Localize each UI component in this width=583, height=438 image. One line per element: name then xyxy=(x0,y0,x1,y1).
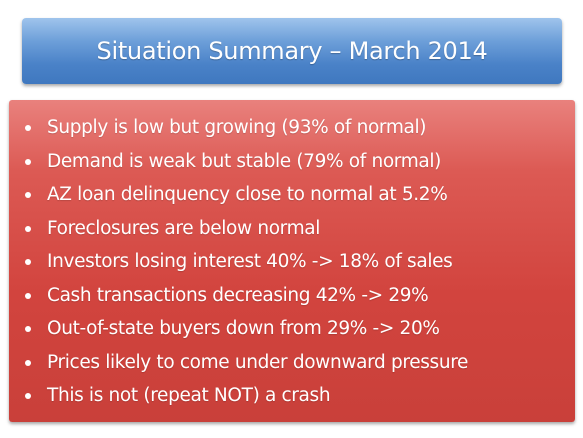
bullet-text: Investors losing interest 40% -> 18% of … xyxy=(47,251,453,272)
bullet-dot-icon xyxy=(25,393,31,399)
bullet-dot-icon xyxy=(25,326,31,332)
bullet-item: Cash transactions decreasing 42% -> 29% xyxy=(9,282,575,316)
slide-title: Situation Summary – March 2014 xyxy=(96,37,488,65)
bullet-dot-icon xyxy=(25,359,31,366)
bullet-dot-icon xyxy=(25,158,31,165)
bullet-dot-icon xyxy=(25,259,31,265)
bullet-list: Supply is low but growing (93% of normal… xyxy=(9,114,575,416)
bullet-item: Investors losing interest 40% -> 18% of … xyxy=(9,248,575,282)
bullet-text: Cash transactions decreasing 42% -> 29% xyxy=(47,284,429,306)
bullet-text: AZ loan delinquency close to normal at 5… xyxy=(47,184,448,205)
bullet-text: This is not (repeat NOT) a crash xyxy=(47,385,331,406)
bullet-text: Prices likely to come under downward pre… xyxy=(47,351,469,373)
bullet-item: Prices likely to come under downward pre… xyxy=(9,349,575,383)
bullet-item: This is not (repeat NOT) a crash xyxy=(9,382,575,416)
bullet-text: Out-of-state buyers down from 29% -> 20% xyxy=(47,318,440,339)
bullet-item: Demand is weak but stable (79% of normal… xyxy=(9,148,575,182)
title-box: Situation Summary – March 2014 xyxy=(22,18,562,84)
bullet-item: Foreclosures are below normal xyxy=(9,215,575,249)
bullet-dot-icon xyxy=(25,125,31,131)
bullet-dot-icon xyxy=(25,192,31,198)
bullet-item: Supply is low but growing (93% of normal… xyxy=(9,114,575,148)
bullet-text: Foreclosures are below normal xyxy=(47,217,321,239)
content-box: Supply is low but growing (93% of normal… xyxy=(9,100,575,422)
bullet-dot-icon xyxy=(25,225,31,232)
bullet-item: Out-of-state buyers down from 29% -> 20% xyxy=(9,315,575,349)
bullet-dot-icon xyxy=(25,292,31,299)
bullet-text: Demand is weak but stable (79% of normal… xyxy=(47,150,442,172)
bullet-item: AZ loan delinquency close to normal at 5… xyxy=(9,181,575,215)
bullet-text: Supply is low but growing (93% of normal… xyxy=(47,117,427,138)
